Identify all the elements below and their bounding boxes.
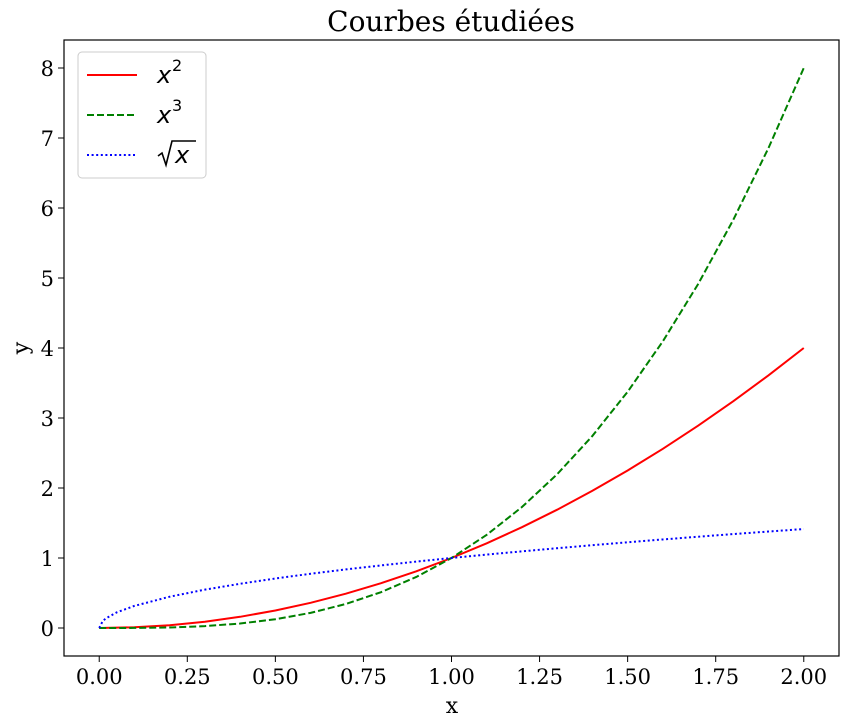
y-axis-label: y (9, 341, 34, 355)
x-axis-label: x (446, 694, 459, 719)
plot-area (98, 67, 805, 629)
x-tick-label: 0.50 (252, 665, 299, 689)
legend-label-1: x (156, 61, 172, 89)
legend: x 2x 3x (77, 51, 207, 179)
legend-exponent-2: 3 (172, 96, 182, 115)
x-tick-label: 0.00 (76, 665, 123, 689)
y-tick-label: 6 (41, 197, 54, 221)
y-tick-label: 3 (41, 407, 54, 431)
y-tick-label: 5 (41, 267, 54, 291)
plot-frame (63, 39, 840, 657)
series-line-3 (98, 528, 804, 629)
y-tick-label: 1 (41, 547, 54, 571)
legend-exponent-1: 2 (172, 56, 182, 75)
x-tick-label: 1.00 (428, 665, 475, 689)
legend-label-2: x (156, 101, 172, 129)
series-line-1 (99, 347, 805, 629)
legend-box (77, 51, 207, 179)
x-tick-label: 0.75 (340, 665, 387, 689)
x-tick-label: 0.25 (164, 665, 211, 689)
y-tick-label: 8 (41, 57, 54, 81)
y-tick-label: 0 (41, 617, 54, 641)
x-tick-label: 1.25 (516, 665, 563, 689)
legend-label-3: x (174, 141, 190, 169)
y-tick-label: 4 (41, 337, 54, 361)
legend-entry-3: x (157, 140, 196, 169)
y-tick-label: 7 (41, 127, 54, 151)
y-tick-label: 2 (41, 477, 54, 501)
chart-title: Courbes étudiées (327, 5, 575, 38)
axis-ticks: 0.00 0.25 0.50 0.75 1.00 1.25 1.50 1.75 2.00 0 1 2 3… (41, 57, 828, 689)
sqrt-radical (157, 140, 196, 168)
x-tick-label: 1.75 (692, 665, 739, 689)
x-tick-label: 1.50 (604, 665, 651, 689)
x-tick-label: 2.00 (780, 665, 827, 689)
